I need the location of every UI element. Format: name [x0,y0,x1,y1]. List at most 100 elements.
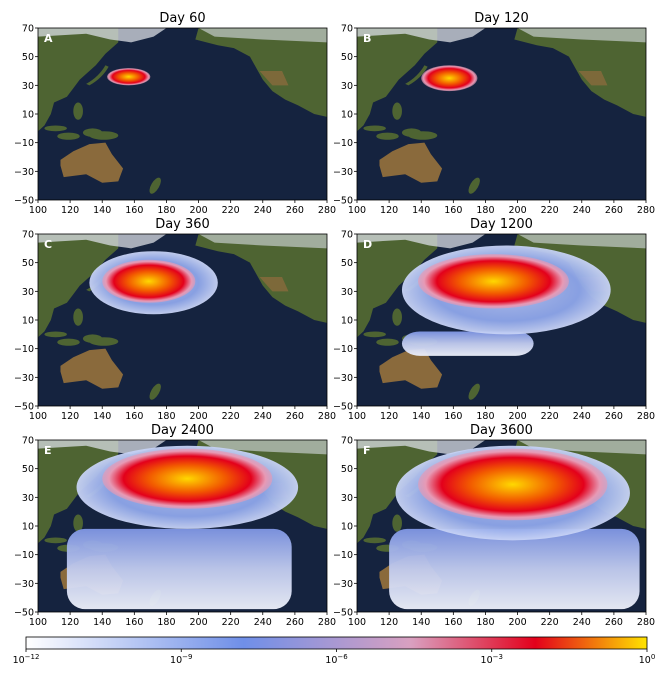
tracer-plume-core [102,448,273,509]
panel-title: Day 1200 [470,217,533,232]
asia-landmass [357,28,438,132]
panel-letter: D [363,238,372,251]
x-tick-label: 260 [286,205,304,216]
y-tick-label: 30 [341,81,353,92]
y-tick-label: −30 [333,373,353,384]
y-tick-label: −10 [14,344,34,355]
y-tick-label: 50 [341,464,353,475]
x-tick-label: 280 [637,617,655,628]
panel-title: Day 2400 [151,423,214,438]
island [44,125,67,132]
island [376,338,399,346]
siberia-snow [357,234,486,249]
x-tick-label: 240 [573,411,591,422]
australia [379,142,443,183]
x-tick-label: 160 [444,411,462,422]
island [73,514,83,532]
y-tick-label: 30 [22,81,34,92]
x-tick-label: 160 [444,205,462,216]
y-tick-label: −50 [14,196,34,207]
y-tick-label: 70 [22,24,34,35]
map-panel-d: D Day 1200 100 120 140 160 180 200 220 240 260 280 7… [333,217,655,422]
australia [60,142,124,183]
x-tick-label: 160 [444,617,462,628]
y-tick-label: 10 [341,110,353,121]
y-tick-label: −50 [333,196,353,207]
tracer-plume-core [102,259,196,303]
map-panel-c: C Day 360 100 120 140 160 180 200 220 240 260 280 70… [14,217,336,422]
x-tick-label: 180 [476,205,494,216]
asia-landmass [357,234,438,338]
x-tick-label: 280 [318,617,336,628]
y-tick-label: −10 [14,138,34,149]
y-tick-label: 50 [22,464,34,475]
x-tick-label: 260 [605,205,623,216]
x-tick-label: 100 [29,617,47,628]
y-tick-label: −30 [14,167,34,178]
y-tick-label: 50 [22,258,34,269]
island [44,537,67,544]
x-tick-label: 120 [61,411,79,422]
x-tick-label: 100 [348,205,366,216]
tracer-plume-core [418,448,608,521]
panel-title: Day 3600 [470,423,533,438]
x-tick-label: 160 [125,205,143,216]
y-tick-label: 10 [22,316,34,327]
colorbar-strip [25,636,648,650]
y-tick-label: 30 [341,493,353,504]
panel-letter: F [363,444,371,457]
y-tick-label: 50 [341,52,353,63]
panel-letter: A [44,32,53,45]
x-tick-label: 260 [286,617,304,628]
x-tick-label: 180 [157,617,175,628]
japan [86,65,109,86]
x-tick-label: 100 [348,411,366,422]
x-tick-label: 100 [29,205,47,216]
x-tick-label: 240 [254,205,272,216]
x-tick-label: 120 [380,411,398,422]
australia [379,348,443,389]
x-tick-label: 180 [476,617,494,628]
island [376,132,399,140]
new-zealand [149,177,161,194]
x-tick-label: 120 [380,617,398,628]
x-tick-label: 260 [286,411,304,422]
island [44,331,67,338]
x-tick-label: 260 [605,617,623,628]
x-tick-label: 140 [412,617,430,628]
x-tick-label: 220 [222,411,240,422]
x-tick-label: 240 [573,205,591,216]
y-tick-label: 10 [341,316,353,327]
map-panel-b: B Day 120 100 120 140 160 180 200 220 240 260 280 70… [333,11,655,216]
y-tick-label: −30 [333,167,353,178]
x-tick-label: 240 [573,617,591,628]
asia-landmass [38,28,119,132]
x-tick-label: 260 [605,411,623,422]
x-tick-label: 220 [222,205,240,216]
siberia-snow [38,234,167,249]
x-tick-label: 240 [254,617,272,628]
x-tick-label: 140 [93,205,111,216]
siberia-snow [38,28,167,43]
tracer-plume-core [418,254,569,309]
x-tick-label: 120 [61,617,79,628]
colorbar-tick-label: 10−3 [481,653,503,666]
x-tick-label: 200 [508,617,526,628]
y-tick-label: −30 [14,579,34,590]
island [57,338,80,346]
asia-landmass [38,234,119,338]
y-tick-label: 30 [341,287,353,298]
x-tick-label: 280 [318,205,336,216]
y-tick-label: 70 [341,24,353,35]
y-tick-label: −50 [14,402,34,413]
x-tick-label: 200 [189,411,207,422]
y-tick-label: −50 [333,608,353,619]
colorbar: 10−12 10−9 10−6 10−3 100 [13,636,655,666]
desert-region [259,71,289,86]
y-tick-label: −50 [333,402,353,413]
island [73,308,83,326]
x-tick-label: 200 [508,411,526,422]
arctic-snow [198,28,327,43]
desert-region [578,71,608,86]
new-zealand [149,383,161,400]
